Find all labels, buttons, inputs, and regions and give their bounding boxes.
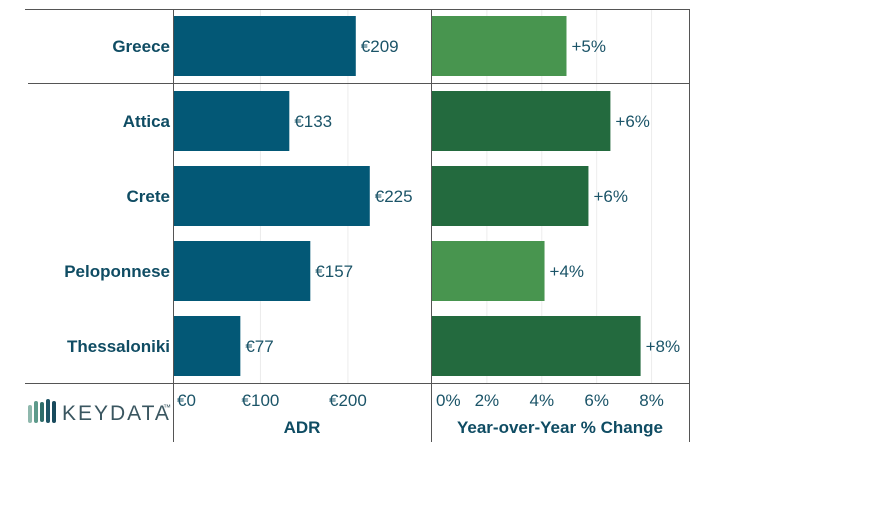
logo-bar (28, 405, 32, 423)
logo-trademark: ™ (163, 403, 171, 412)
category-label-thessaloniki: Thessaloniki (67, 337, 170, 356)
adr-value-label: €77 (245, 337, 273, 356)
category-label-greece: Greece (112, 37, 170, 56)
logo-bar (46, 399, 50, 423)
chart-frame (25, 9, 690, 442)
adr-tick-label: €100 (242, 391, 280, 410)
labels: €209 €133 €225 €157 €77 €0 €100 €200 ADR +5% +6% +6… (64, 37, 680, 437)
yoy-tick-label: 6% (584, 391, 609, 410)
keydata-logo: KEYDATA ™ (28, 399, 171, 425)
yoy-bar-attica (432, 91, 611, 151)
adr-tick-label: €200 (329, 391, 367, 410)
adr-bar-crete (173, 166, 370, 226)
logo-bar (52, 401, 56, 423)
yoy-tick-label: 4% (529, 391, 554, 410)
adr-bar-attica (173, 91, 290, 151)
adr-value-label: €225 (375, 187, 413, 206)
adr-bar-greece (173, 16, 356, 76)
yoy-value-label: +8% (646, 337, 681, 356)
adr-value-label: €209 (361, 37, 399, 56)
yoy-value-label: +6% (615, 112, 650, 131)
category-label-peloponnese: Peloponnese (64, 262, 170, 281)
logo-text: KEYDATA (62, 402, 171, 425)
logo-bar (34, 401, 38, 423)
yoy-bar-thessaloniki (432, 316, 641, 376)
category-label-crete: Crete (127, 187, 170, 206)
adr-tick-label: €0 (177, 391, 196, 410)
yoy-value-label: +5% (571, 37, 606, 56)
yoy-tick-label: 2% (475, 391, 500, 410)
logo-icon (28, 399, 56, 423)
yoy-value-label: +6% (593, 187, 628, 206)
yoy-bar-greece (432, 16, 567, 76)
adr-value-label: €133 (294, 112, 332, 131)
adr-bar-peloponnese (173, 241, 311, 301)
category-label-attica: Attica (123, 112, 171, 131)
logo-bar (40, 402, 44, 422)
yoy-tick-label: 8% (639, 391, 664, 410)
adr-axis-title: ADR (284, 418, 321, 437)
yoy-value-label: +4% (550, 262, 585, 281)
yoy-axis-title: Year-over-Year % Change (457, 418, 663, 437)
yoy-bar-crete (432, 166, 589, 226)
yoy-bar-peloponnese (432, 241, 545, 301)
bars (173, 16, 641, 376)
adr-value-label: €157 (315, 262, 353, 281)
yoy-tick-label: 0% (436, 391, 461, 410)
adr-bar-thessaloniki (173, 316, 241, 376)
